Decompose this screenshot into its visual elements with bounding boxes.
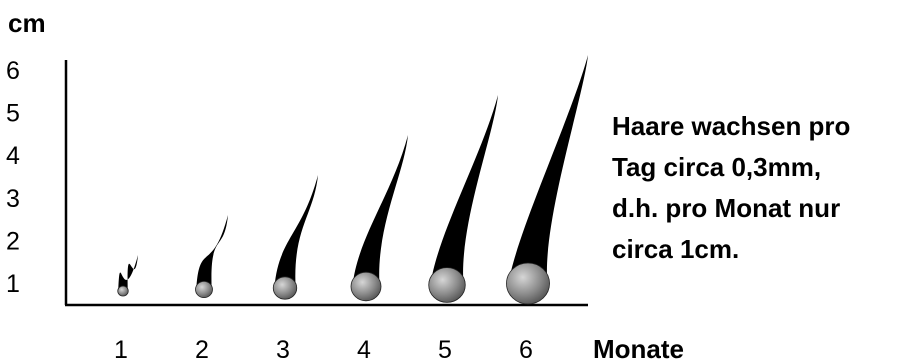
hair-bulb-mark xyxy=(428,267,466,303)
y-tick-label: 6 xyxy=(6,57,20,85)
hair-bulb-mark xyxy=(506,262,550,305)
y-axis-unit-label: cm xyxy=(8,8,46,38)
growth-annotation: Haare wachsen pro Tag circa 0,3mm, d.h. … xyxy=(612,106,912,270)
hair-marks xyxy=(117,55,588,305)
y-tick-label: 4 xyxy=(6,142,20,170)
hair-strand-mark xyxy=(508,55,588,284)
y-tick-label: 2 xyxy=(6,227,20,255)
x-tick-labels: 1 2 3 4 5 6 xyxy=(114,336,533,360)
x-tick-label: 5 xyxy=(438,336,452,360)
x-tick-label: 3 xyxy=(276,336,290,360)
hair-strand-mark xyxy=(196,215,228,290)
annotation-line-3: d.h. pro Monat nur xyxy=(612,193,841,223)
hair-bulb-mark xyxy=(272,276,298,300)
hair-strand-mark xyxy=(430,95,498,285)
x-tick-label: 2 xyxy=(195,336,209,360)
y-tick-labels: 1 2 3 4 5 6 xyxy=(6,57,20,298)
x-tick-label: 1 xyxy=(114,336,128,360)
x-axis-title: Monate xyxy=(593,334,684,360)
x-tick-label: 6 xyxy=(519,336,533,360)
annotation-line-1: Haare wachsen pro xyxy=(612,111,851,141)
hair-strand-mark xyxy=(352,135,408,287)
hair-bulb-mark xyxy=(117,285,129,297)
hair-strand-mark xyxy=(118,255,138,291)
annotation-line-2: Tag circa 0,3mm, xyxy=(612,152,822,182)
y-tick-label: 1 xyxy=(6,270,20,298)
hair-bulb-mark xyxy=(195,280,213,298)
y-tick-label: 3 xyxy=(6,185,20,213)
hair-strand-mark xyxy=(274,175,318,288)
x-tick-label: 4 xyxy=(357,336,371,360)
y-tick-label: 5 xyxy=(6,100,20,128)
hair-bulb-mark xyxy=(350,271,382,302)
annotation-line-4: circa 1cm. xyxy=(612,234,740,264)
